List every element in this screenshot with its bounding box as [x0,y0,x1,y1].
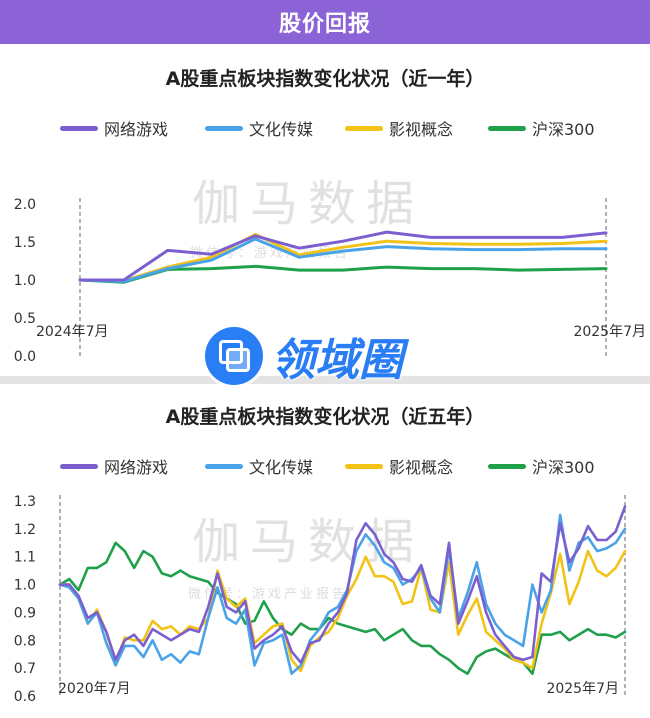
y-tick-label: 1.2 [14,522,36,538]
chart-panel-five-year: A股重点板块指数变化状况（近五年） 网络游戏 文化传媒 影视概念 沪深300 伽马数据… [0,384,650,718]
legend-swatch [345,463,383,469]
legend-item: 文化传媒 [205,454,313,478]
legend-label: 文化传媒 [249,120,314,139]
chart-legend: 网络游戏 文化传媒 影视概念 沪深300 [0,116,650,140]
legend-item: 影视概念 [345,454,453,478]
legend-item: 文化传媒 [205,116,313,140]
y-tick-label: 1.1 [14,550,36,566]
logo-icon [205,327,263,385]
legend-item: 网络游戏 [60,454,168,478]
legend-swatch [60,463,98,469]
y-tick-label: 2.0 [14,197,36,213]
series-line [58,549,627,673]
x-start-label: 2020年7月 [58,681,131,697]
logo-text: 领域圈 [271,335,403,386]
y-tick-label: 0.6 [14,689,36,705]
legend-item: 网络游戏 [60,116,168,140]
legend-swatch [60,125,98,131]
legend-label: 网络游戏 [104,120,169,139]
x-end-label: 2025年7月 [546,681,619,697]
legend-item: 影视概念 [345,116,453,140]
legend-label: 沪深300 [532,458,595,477]
chart-legend: 网络游戏 文化传媒 影视概念 沪深300 [0,454,650,478]
y-tick-label: 0.5 [14,311,36,327]
series-line [78,237,608,283]
legend-label: 沪深300 [532,120,595,139]
panel-divider [0,376,650,384]
legend-swatch [205,463,243,469]
chart-title: A股重点板块指数变化状况（近五年） [165,406,485,428]
chart-one-year: 0.0 0.5 1.0 1.5 2.0 2024年7月 2025年7月 [14,197,646,365]
legend-swatch [205,125,243,131]
page-title: 股价回报 [278,12,371,37]
y-tick-label: 0.0 [14,349,36,365]
brand-logo: 领域圈 [205,325,403,387]
legend-item: 沪深300 [488,116,595,140]
y-tick-label: 1.5 [14,235,36,251]
legend-swatch [345,125,383,131]
y-tick-label: 1.3 [14,494,36,510]
legend-label: 网络游戏 [104,458,169,477]
legend-label: 影视概念 [389,120,454,139]
series-line [78,230,608,282]
legend-swatch [488,125,526,131]
legend-label: 影视概念 [389,458,454,477]
chart-title: A股重点板块指数变化状况（近一年） [165,68,485,90]
x-start-label: 2024年7月 [36,324,109,340]
y-tick-label: 1.0 [14,273,36,289]
y-tick-label: 0.7 [14,661,36,677]
series-line [58,541,627,676]
y-tick-label: 1.0 [14,578,36,594]
y-tick-label: 0.8 [14,633,36,649]
chart-five-year: 0.6 0.7 0.8 0.9 1.0 1.1 1.2 1.3 2020年7月 2025年7月 [14,494,627,705]
legend-swatch [488,463,526,469]
series-line [58,505,627,664]
y-tick-label: 0.9 [14,605,36,621]
page-header: 股价回报 [0,0,650,44]
legend-label: 文化传媒 [249,458,314,477]
legend-item: 沪深300 [488,454,595,478]
x-end-label: 2025年7月 [573,324,646,340]
series-line [58,513,627,676]
